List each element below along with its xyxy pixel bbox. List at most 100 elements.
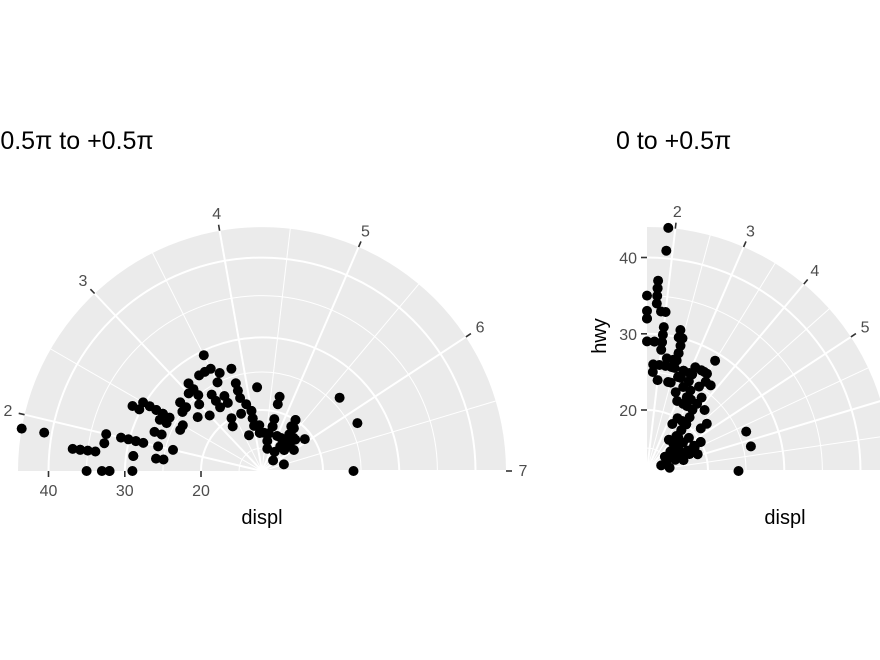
data-point <box>153 441 164 452</box>
data-point <box>244 430 254 441</box>
theta-tick <box>89 288 96 295</box>
major-gridline-r <box>646 256 862 472</box>
data-point <box>687 369 698 380</box>
data-point <box>67 443 78 454</box>
r-tick-label: 20 <box>619 403 637 420</box>
data-point <box>677 333 688 344</box>
data-point <box>667 419 678 429</box>
data-point <box>151 453 161 464</box>
data-point <box>656 344 667 355</box>
theta-tick <box>18 412 25 416</box>
data-point <box>123 434 134 445</box>
data-point <box>247 413 258 424</box>
r-tick-label: 30 <box>619 327 637 344</box>
data-point <box>658 322 669 333</box>
data-point <box>699 405 710 415</box>
data-point <box>710 355 721 366</box>
data-point <box>168 444 178 455</box>
theta-tick-label: 3 <box>746 223 755 240</box>
data-point <box>262 443 273 454</box>
data-point <box>226 413 237 424</box>
data-point <box>701 418 712 429</box>
data-point <box>101 429 112 440</box>
data-point <box>652 290 663 301</box>
data-point <box>194 370 205 381</box>
minor-gridline-r <box>646 295 823 472</box>
data-point <box>652 375 663 386</box>
data-point <box>741 426 752 437</box>
data-point <box>90 446 101 457</box>
theta-tick <box>674 222 677 229</box>
data-point <box>677 437 688 448</box>
theta-tick <box>742 241 747 248</box>
theta-tick-label: 3 <box>78 273 87 290</box>
theta-tick <box>465 332 472 338</box>
data-point <box>210 395 221 406</box>
data-point <box>128 451 139 461</box>
data-point <box>665 377 676 388</box>
major-gridline-theta <box>218 230 263 472</box>
data-point <box>177 406 188 417</box>
data-point <box>705 380 716 391</box>
theta-tick <box>217 224 221 231</box>
data-point <box>16 423 27 434</box>
theta-tick-label: 7 <box>519 463 528 480</box>
data-point <box>192 412 203 423</box>
data-point <box>275 441 286 452</box>
data-point <box>127 466 138 476</box>
data-point <box>653 275 664 286</box>
data-point <box>733 466 744 476</box>
data-point <box>657 329 668 340</box>
data-point <box>681 392 692 403</box>
data-point <box>660 307 671 317</box>
theta-tick-label: 4 <box>810 263 819 280</box>
data-point <box>194 399 205 410</box>
data-point <box>214 368 225 378</box>
data-point <box>205 363 216 374</box>
data-point <box>334 392 345 403</box>
data-point <box>682 401 692 412</box>
data-point <box>96 466 107 476</box>
minor-gridline-r <box>646 371 747 472</box>
data-point <box>127 401 138 411</box>
data-point <box>352 418 363 429</box>
data-point <box>232 385 243 396</box>
data-point <box>268 455 279 466</box>
data-point <box>348 466 359 476</box>
polar-plot-half: 2 3 4 5 6 7 20 30 40 displ <box>4 206 528 529</box>
data-point <box>272 431 283 441</box>
data-point <box>158 454 169 465</box>
data-point <box>663 222 674 233</box>
data-point <box>149 426 160 437</box>
minor-gridline-theta <box>646 436 880 472</box>
data-point <box>82 445 93 456</box>
minor-gridline-theta <box>261 400 496 472</box>
data-point <box>151 405 162 415</box>
data-point <box>669 452 680 463</box>
data-point <box>288 432 299 443</box>
data-point <box>81 466 92 476</box>
minor-gridline-r <box>86 295 438 472</box>
data-point <box>664 462 675 473</box>
data-point <box>649 336 660 347</box>
theta-tick <box>850 332 857 338</box>
r-tick-label: 40 <box>619 251 637 268</box>
data-point <box>670 387 681 398</box>
data-point <box>177 420 188 431</box>
data-point <box>267 421 278 432</box>
r-tick-label: 40 <box>40 483 58 500</box>
theta-tick-label: 5 <box>861 320 870 337</box>
data-point <box>236 408 247 419</box>
data-point <box>198 350 209 361</box>
plot-title-half: -0.5π to +0.5π <box>0 127 154 155</box>
data-point <box>204 410 215 421</box>
theta-tick-label: 4 <box>212 206 221 223</box>
theta-tick <box>803 278 809 285</box>
data-point <box>212 377 223 388</box>
data-point <box>226 363 237 374</box>
y-axis-label: hwy <box>589 318 611 354</box>
data-point <box>246 405 257 416</box>
data-point <box>299 434 310 445</box>
data-point <box>661 353 672 364</box>
